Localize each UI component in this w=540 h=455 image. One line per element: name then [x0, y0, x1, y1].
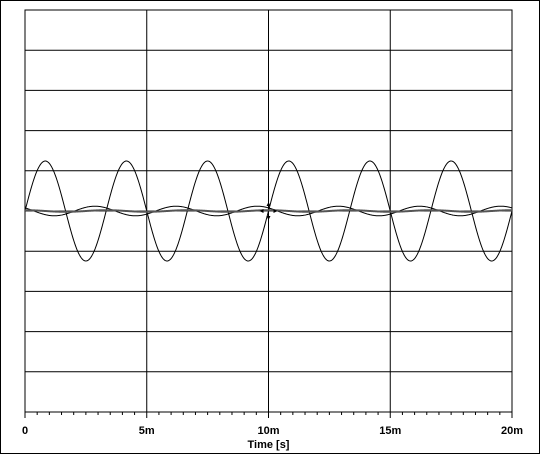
- x-axis-ticks: [24, 412, 513, 418]
- x-tick-label: 15m: [379, 425, 401, 437]
- x-axis-labels: 0 5m 10m 15m 20m: [22, 425, 523, 437]
- x-tick-label: 20m: [501, 425, 523, 437]
- cursor-marker[interactable]: [259, 202, 278, 220]
- x-tick-label: 5m: [139, 425, 155, 437]
- x-tick-label: 0: [22, 425, 28, 437]
- trace-2: [24, 205, 513, 217]
- traces: [24, 160, 513, 262]
- x-axis-title: Time [s]: [248, 439, 290, 451]
- cursor-marker-arrows[interactable]: [259, 202, 278, 220]
- trace-3: [25, 209, 512, 213]
- x-tick-label: 10m: [257, 425, 279, 437]
